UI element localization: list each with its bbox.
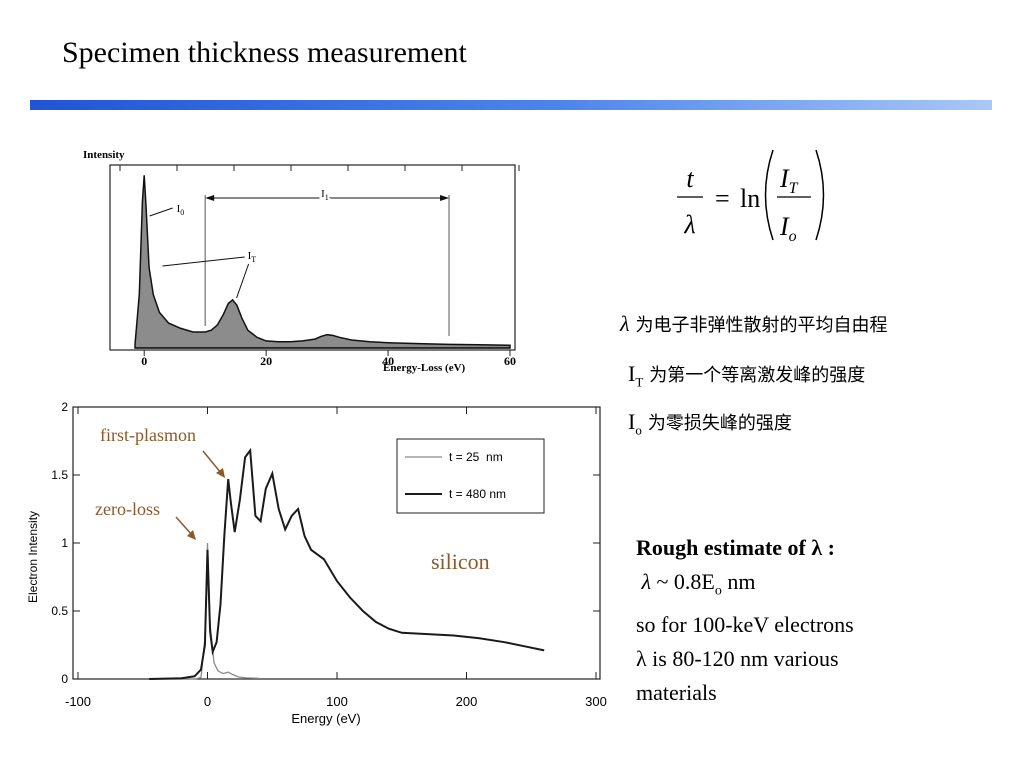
chart1-x-tick-label: 20 <box>260 354 272 368</box>
formula-it: IT <box>779 164 799 197</box>
chart2-x-tick-label: 0 <box>204 694 211 709</box>
silicon-spectrum-chart: Electron Intensity 0 0.5 1 1.5 2 -100 0 100 200… <box>26 400 607 726</box>
chart1-xlabel: Energy-Loss (eV) <box>383 362 466 374</box>
chart1-top-ticks <box>119 165 520 171</box>
formula-io: Io <box>779 212 797 245</box>
chart1-x-tick-label: 40 <box>382 354 394 368</box>
def-text-io: 为零损失峰的强度 <box>647 413 792 434</box>
definition-it: IT 为第一个等离激发峰的强度 <box>628 361 866 390</box>
definition-lambda: λ 为电子非弹性散射的平均自由程 <box>620 313 888 335</box>
arrow-zero-loss <box>175 516 193 536</box>
chart1-x-tick-label: 0 <box>141 354 147 368</box>
chart2-y-tick-label: 1 <box>61 536 68 550</box>
chart1-it-pointer-b <box>236 263 250 299</box>
slide-title: Specimen thickness measurement <box>62 36 467 69</box>
def-text-it: 为第一个等离激发峰的强度 <box>649 365 866 386</box>
arrowhead-first-plasmon <box>216 468 225 478</box>
chart2-x-tick-label: 200 <box>456 694 478 709</box>
legend-label-t480: t = 480 nm <box>449 487 506 501</box>
chart2-y-tick-label: 1.5 <box>51 468 68 482</box>
chart2-y-ticks: 0 0.5 1 1.5 2 <box>51 400 600 686</box>
chart2-xlabel: Energy (eV) <box>291 711 360 726</box>
chart2-y-tick-label: 0 <box>61 672 68 686</box>
thickness-formula: t λ = ln IT Io <box>677 149 825 245</box>
estimate-line1: λ ~ 0.8Eo nm <box>641 569 756 599</box>
title-rule <box>30 100 992 110</box>
annotation-silicon: silicon <box>431 549 490 574</box>
chart1-i0-pointer <box>149 207 173 217</box>
chart1-i0-label: I0 <box>177 203 185 217</box>
chart1-spectrum-area <box>134 175 511 349</box>
chart2-ylabel: Electron Intensity <box>26 511 40 603</box>
arrowhead-zero-loss <box>187 530 196 540</box>
estimate-line4: materials <box>636 680 717 706</box>
chart2-x-tick-label: 300 <box>585 694 607 709</box>
estimate-line3: λ is 80-120 nm various <box>636 646 839 672</box>
chart2-legend: t = 25 nm t = 480 nm <box>396 438 545 514</box>
chart2-x-ticks: -100 0 100 200 300 <box>65 407 607 709</box>
rough-estimate: Rough estimate of λ : λ ~ 0.8Eo nm so fo… <box>636 531 854 710</box>
chart1-x-ticks: 0 20 40 60 <box>141 350 516 368</box>
chart2-x-tick-label: 100 <box>326 694 348 709</box>
legend-label-t25: t = 25 nm <box>449 450 503 464</box>
chart2-y-tick-label: 0.5 <box>51 604 68 618</box>
chart2-series-t480 <box>149 447 545 680</box>
chart1-arrowhead-right <box>440 195 450 201</box>
chart1-it-pointer-a <box>162 256 245 267</box>
formula-right-paren <box>815 149 825 241</box>
chart1-x-tick-label: 60 <box>504 354 516 368</box>
def-symbol-lambda: λ <box>620 311 630 336</box>
arrow-first-plasmon <box>202 450 222 474</box>
formula-t: t <box>686 164 694 193</box>
annotation-zero-loss: zero-loss <box>95 499 160 519</box>
formula-ln: ln <box>740 184 760 213</box>
chart2-x-tick-label: -100 <box>65 694 91 709</box>
chart1-it-label: IT <box>248 250 257 264</box>
chart1-window-label: I1 <box>321 188 329 202</box>
chart2-series-t25 <box>149 542 260 680</box>
chart1-ylabel: Intensity <box>83 149 125 161</box>
formula-lambda: λ <box>683 210 695 239</box>
chart2-y-tick-label: 2 <box>61 400 68 414</box>
eels-spectrum-chart: Intensity I1 I0 IT 0 20 40 60 Energy-Loss (… <box>83 149 520 374</box>
def-symbol-io: Io <box>628 409 642 438</box>
formula-left-paren <box>764 149 774 241</box>
formula-equals: = <box>715 184 730 213</box>
estimate-line2: so for 100-keV electrons <box>636 612 854 638</box>
chart1-arrowhead-left <box>205 195 215 201</box>
def-text-lambda: 为电子非弹性散射的平均自由程 <box>635 315 888 336</box>
def-symbol-it: IT <box>628 361 644 390</box>
annotation-first-plasmon: first-plasmon <box>100 425 196 445</box>
definition-io: Io 为零损失峰的强度 <box>628 409 792 438</box>
chart1-frame <box>109 164 516 351</box>
estimate-heading: Rough estimate of λ : <box>636 535 835 560</box>
